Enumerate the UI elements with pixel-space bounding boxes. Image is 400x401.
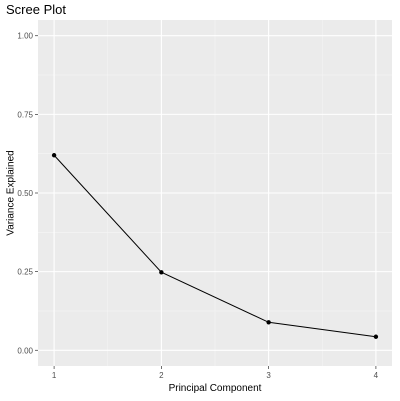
axis-ticks <box>35 35 377 369</box>
data-point-1 <box>51 153 57 158</box>
x-tick-label: 3 <box>266 371 271 380</box>
variance-line <box>53 154 376 338</box>
chart-title: Scree Plot <box>6 2 66 17</box>
x-tick-label: 1 <box>52 371 57 380</box>
y-tick-label: 0.25 <box>17 268 33 277</box>
y-axis-title: Variance Explained <box>6 150 17 235</box>
y-tick-label: 0.00 <box>17 346 33 355</box>
x-tick-label: 4 <box>374 371 379 380</box>
data-points <box>51 153 379 339</box>
y-tick-label: 0.75 <box>17 110 33 119</box>
data-point-2 <box>159 270 164 275</box>
major-grid-lines <box>38 20 392 366</box>
y-tick-label: 1.00 <box>17 32 33 41</box>
y-axis-tick-labels: 0.00 0.25 0.50 0.75 1.00 <box>17 32 33 356</box>
x-axis-title: Principal Component <box>169 383 262 394</box>
data-point-4 <box>373 334 379 339</box>
x-tick-label: 2 <box>159 371 164 380</box>
y-tick-label: 0.50 <box>17 189 33 198</box>
x-axis-tick-labels: 1 2 3 4 <box>52 371 379 380</box>
data-point-3 <box>266 320 271 325</box>
